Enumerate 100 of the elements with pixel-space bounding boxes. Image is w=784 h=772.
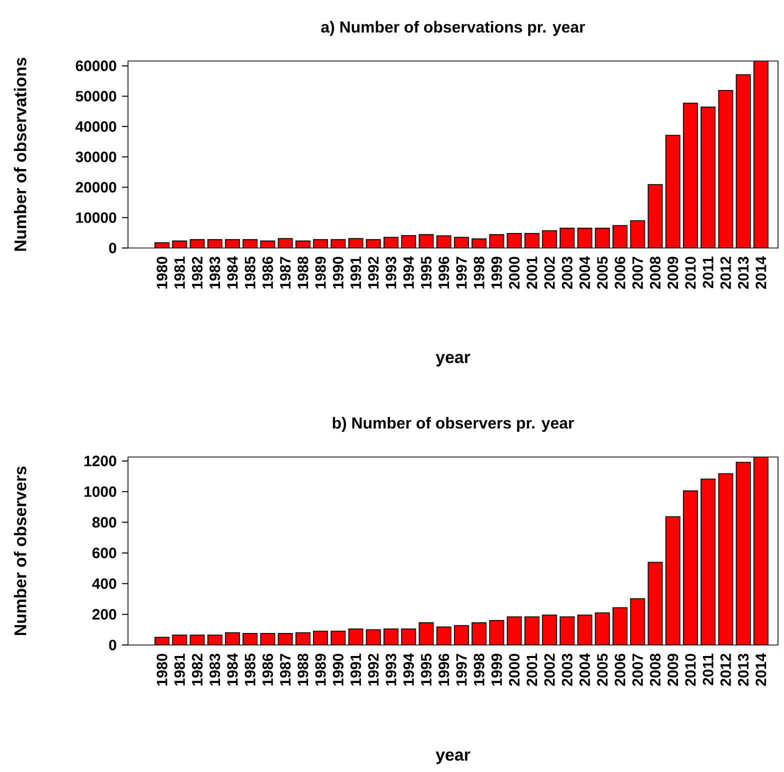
x-tick-label: 2004 xyxy=(579,653,590,686)
bar xyxy=(700,106,716,248)
y-tick-label: 60000 xyxy=(76,60,116,72)
y-tick-label: 10000 xyxy=(76,212,116,223)
x-tick-label: 1997 xyxy=(456,654,467,686)
x-tick-label: 1987 xyxy=(280,256,291,288)
x-tick-label: 1991 xyxy=(350,256,362,288)
x-tick-label: 1999 xyxy=(491,654,502,686)
x-tick-label: 1995 xyxy=(420,654,432,686)
x-tick-label: 1982 xyxy=(192,654,203,686)
y-tick-label: 200 xyxy=(92,609,116,620)
x-tick-label: 2011 xyxy=(702,654,714,686)
x-tick-label: 1998 xyxy=(474,654,484,686)
x-tick-label: 1980 xyxy=(156,256,168,288)
x-tick-label: 2010 xyxy=(685,256,696,289)
x-tick-label: 2004 xyxy=(579,256,590,289)
x-tick-label: 1986 xyxy=(262,654,273,686)
x-tick-label: 2011 xyxy=(702,256,714,288)
bar xyxy=(560,616,575,645)
y-tick-label: 800 xyxy=(92,517,116,528)
bar xyxy=(665,134,680,248)
bar xyxy=(736,462,751,645)
bar xyxy=(753,60,768,248)
bar xyxy=(612,607,628,645)
x-tick-label: 1984 xyxy=(227,256,238,288)
x-tick-label: 2006 xyxy=(614,256,626,289)
x-tick-label: 2009 xyxy=(668,256,678,289)
x-tick-label: 1984 xyxy=(227,653,238,686)
y-tick-label: 30000 xyxy=(76,152,116,162)
bar xyxy=(718,90,734,248)
x-tick-label: 2008 xyxy=(650,654,661,686)
bar xyxy=(682,102,698,248)
x-tick-label: 2006 xyxy=(614,654,626,686)
x-tick-label: 1997 xyxy=(456,256,467,288)
x-tick-label: 1988 xyxy=(298,654,308,686)
bar xyxy=(682,490,698,645)
x-tick-label: 1981 xyxy=(174,654,185,686)
x-tick-label: 1991 xyxy=(350,654,362,686)
bar xyxy=(718,473,734,645)
x-tick-label: 2013 xyxy=(738,654,749,686)
x-tick-label: 2012 xyxy=(720,654,731,686)
y-tick-label: 20000 xyxy=(76,182,116,193)
x-tick-label: 1983 xyxy=(210,654,220,686)
x-tick-label: 1993 xyxy=(386,654,396,686)
x-tick-label: 1996 xyxy=(438,256,450,288)
bar xyxy=(331,631,346,645)
x-tick-label: 2008 xyxy=(650,256,661,289)
x-tick-label: 2003 xyxy=(562,654,572,686)
x-tick-label: 1990 xyxy=(332,256,344,288)
y-axis-title: Number of observations xyxy=(14,58,26,251)
x-tick-label: 2007 xyxy=(632,654,643,686)
x-tick-label: 1994 xyxy=(403,256,414,288)
x-tick-label: 1988 xyxy=(298,256,308,288)
x-tick-label: 2001 xyxy=(526,654,538,686)
bar xyxy=(490,234,504,248)
bar xyxy=(648,562,663,645)
x-tick-label: 1999 xyxy=(491,256,502,288)
bar xyxy=(736,74,751,248)
bar xyxy=(419,234,434,248)
bar xyxy=(577,228,592,248)
x-tick-label: 1996 xyxy=(438,654,450,686)
x-tick-label: 1993 xyxy=(386,256,396,288)
bar xyxy=(524,616,540,645)
x-tick-label: 1992 xyxy=(368,654,379,686)
bar xyxy=(560,228,575,248)
bar xyxy=(753,456,768,645)
x-tick-label: 2014 xyxy=(756,653,766,686)
x-tick-label: 1982 xyxy=(192,256,203,288)
bar xyxy=(648,184,663,248)
x-tick-label: 2010 xyxy=(685,654,696,686)
y-tick-label: 1200 xyxy=(84,456,116,466)
x-tick-label: 1981 xyxy=(174,256,185,288)
x-tick-label: 1986 xyxy=(262,256,273,288)
x-tick-label: 2000 xyxy=(509,256,520,289)
x-tick-label: 1995 xyxy=(420,256,432,288)
bar xyxy=(418,622,434,645)
y-tick-label: 50000 xyxy=(76,90,116,102)
x-tick-label: 2000 xyxy=(509,654,520,686)
bar xyxy=(700,478,716,645)
x-tick-label: 2013 xyxy=(738,256,749,289)
y-tick-label: 0 xyxy=(109,640,116,650)
y-tick-label: 600 xyxy=(92,548,116,558)
x-tick-label: 1994 xyxy=(403,653,414,686)
bar xyxy=(577,614,592,645)
bar xyxy=(436,626,452,645)
y-tick-label: 400 xyxy=(92,578,116,589)
x-tick-label: 2005 xyxy=(597,654,608,686)
x-tick-label: 2001 xyxy=(526,256,538,289)
x-tick-label: 1980 xyxy=(156,654,168,686)
x-tick-label: 1989 xyxy=(315,654,326,686)
x-tick-label: 2009 xyxy=(668,654,678,686)
bar xyxy=(630,598,646,645)
y-tick-label: 1000 xyxy=(84,486,116,497)
x-tick-label: 1989 xyxy=(315,256,326,288)
x-tick-label: 1990 xyxy=(332,654,344,686)
y-axis-title: Number of observers xyxy=(14,466,26,636)
y-tick-label: 0 xyxy=(109,242,116,254)
x-axis-title: year xyxy=(436,354,470,366)
x-tick-label: 2003 xyxy=(562,256,572,289)
x-tick-label: 2007 xyxy=(632,256,643,289)
